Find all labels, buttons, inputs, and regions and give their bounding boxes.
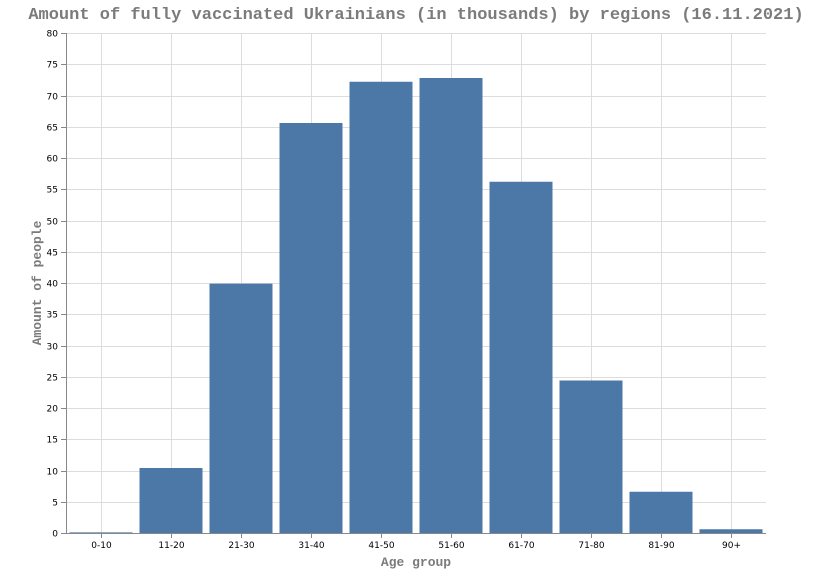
gridlines: [66, 33, 766, 534]
x-tick-label: 81-90: [648, 541, 674, 551]
bar-81-90: [629, 491, 693, 533]
y-tick-label: 20: [47, 405, 59, 415]
bar-0-10: [69, 532, 133, 534]
bar-90+: [699, 529, 763, 533]
bar-51-60: [419, 78, 483, 533]
y-tick-label: 65: [47, 124, 58, 134]
y-tick-label: 70: [47, 93, 59, 103]
x-tick-label: 11-20: [158, 541, 184, 551]
chart-title: Amount of fully vaccinated Ukrainians (i…: [28, 6, 803, 25]
bar-11-20: [139, 468, 203, 533]
y-tick-label: 75: [47, 61, 58, 71]
bar-21-30: [209, 283, 273, 534]
x-axis-title: Age group: [381, 555, 451, 570]
x-tick-label: 21-30: [228, 541, 254, 551]
y-tick-label: 40: [47, 280, 59, 290]
x-tick-label: 90+: [722, 541, 741, 551]
bar-61-70: [489, 181, 553, 533]
y-tick-label: 10: [47, 468, 59, 478]
x-tick-label: 71-80: [578, 541, 604, 551]
y-tick-label: 55: [47, 186, 58, 196]
x-tick-label: 51-60: [438, 541, 464, 551]
y-tick-label: 45: [47, 249, 58, 259]
x-tick-label: 41-50: [368, 541, 394, 551]
bars: [69, 78, 763, 534]
bar-41-50: [349, 81, 413, 533]
x-tick-label: 61-70: [508, 541, 534, 551]
y-axis-title: Amount of people: [30, 220, 45, 345]
y-tick-label: 80: [47, 30, 59, 40]
y-tick-label: 5: [52, 499, 58, 509]
y-tick-label: 0: [52, 530, 58, 540]
y-tick-label: 50: [47, 218, 59, 228]
bar-71-80: [559, 380, 623, 533]
y-tick-label: 60: [47, 155, 59, 165]
axes: 0 5 10 15 20 25 30 35 40 45 50 55 60 65 70 75 80 0-10 11-2…: [47, 30, 766, 551]
bar-31-40: [279, 123, 343, 533]
y-tick-label: 25: [47, 374, 58, 384]
x-tick-label: 31-40: [298, 541, 324, 551]
x-tick-label: 0-10: [91, 541, 112, 551]
y-tick-label: 35: [47, 311, 58, 321]
y-tick-label: 30: [47, 343, 59, 353]
y-tick-label: 15: [47, 436, 58, 446]
